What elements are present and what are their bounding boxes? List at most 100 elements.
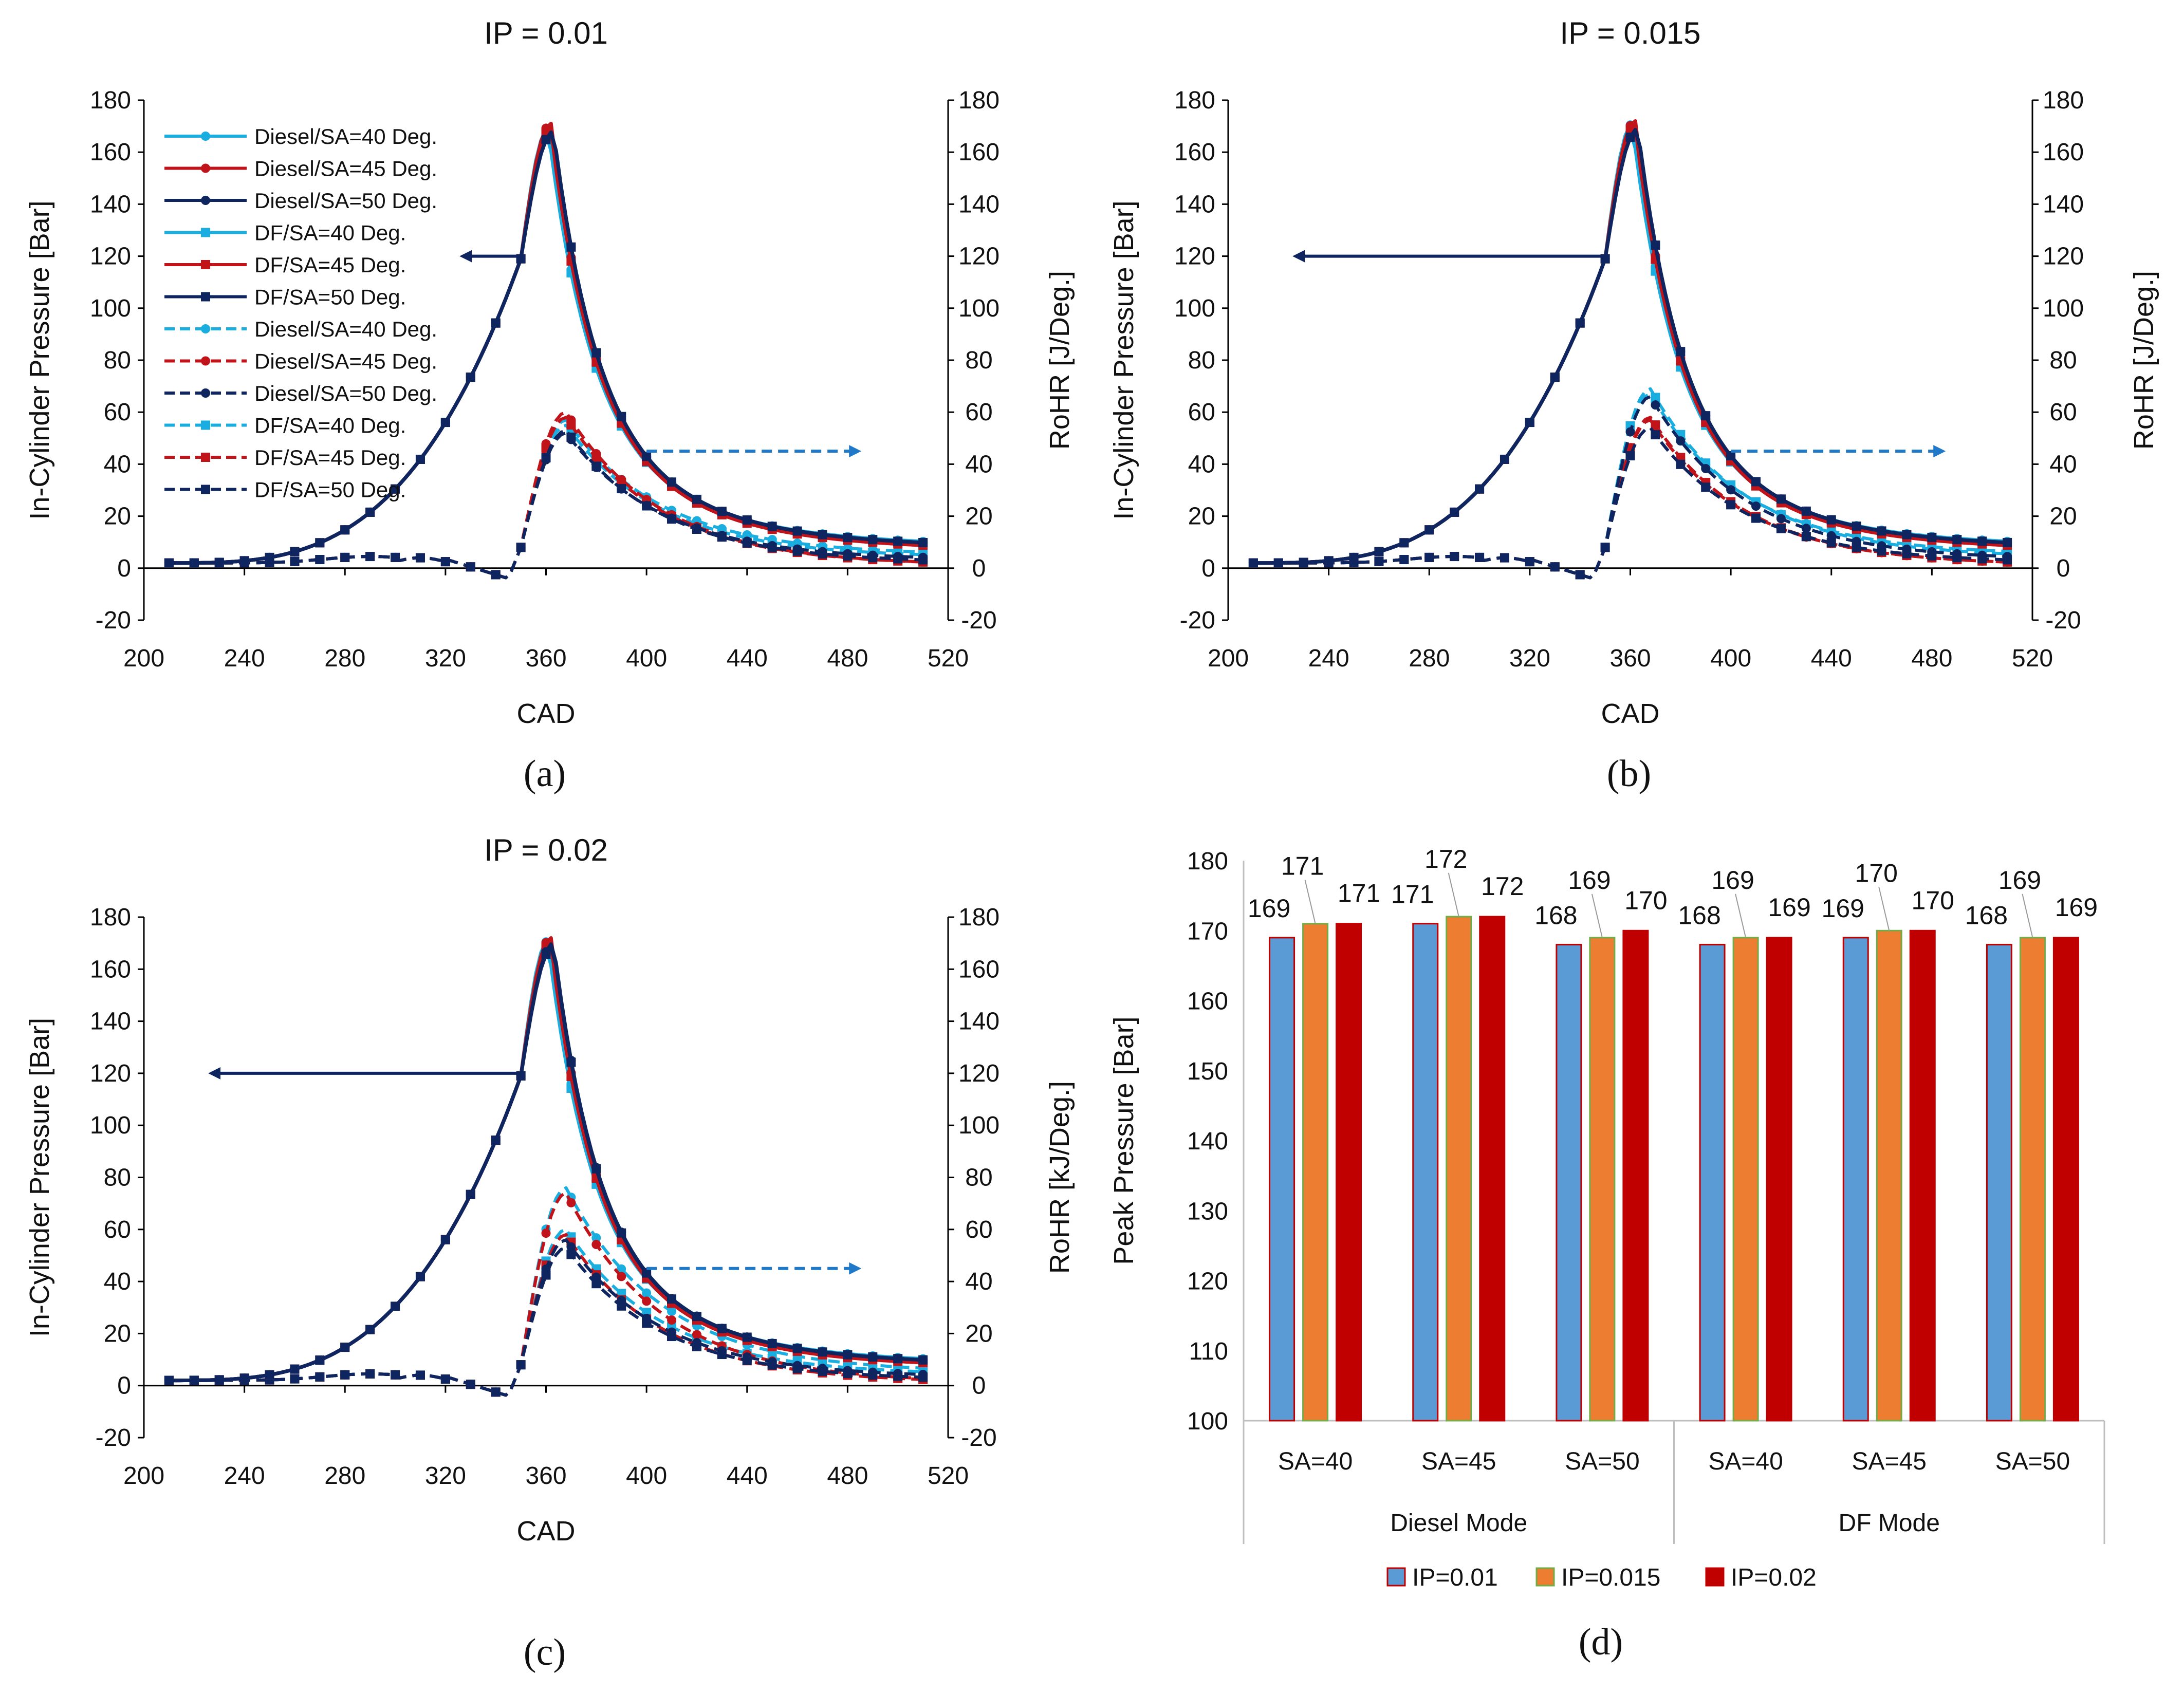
df-sa50-rohr-marker xyxy=(1600,543,1610,552)
df-sa50-pressure-marker xyxy=(391,1301,400,1311)
df-sa50-rohr-marker xyxy=(918,1372,928,1382)
bar-ip-0-01-3 xyxy=(1699,944,1726,1422)
df-sa50-rohr-marker xyxy=(717,1350,727,1360)
data-label-leader xyxy=(2022,894,2033,938)
df-sa50-pressure-marker xyxy=(189,558,199,568)
df-sa50-pressure-marker xyxy=(742,1332,752,1342)
df-sa50-rohr-marker xyxy=(365,1369,375,1379)
y-tick-label: 180 xyxy=(1187,848,1228,875)
y-tick-label: 40 xyxy=(1188,451,1215,478)
x-tick-label: 480 xyxy=(1911,645,1952,672)
y-tick-label: 60 xyxy=(1188,399,1215,426)
y2-tick-label: 0 xyxy=(972,1372,986,1400)
panel-d-peak-pressure-bars: 100 110 120 130 140 150 160 170 180 Peak Pressure… xyxy=(1108,845,2105,1591)
y2-tick-label: 160 xyxy=(958,139,1000,166)
y2-tick-label: 160 xyxy=(958,956,1000,983)
df-sa50-pressure-marker xyxy=(1399,538,1409,548)
df-sa50-rohr-marker xyxy=(818,549,827,559)
legend-entry: Diesel/SA=40 Deg. xyxy=(164,124,437,148)
legend-marker-circle xyxy=(201,356,210,366)
caption-b: (b) xyxy=(1607,753,1651,795)
bar-ip-0-02-0 xyxy=(1336,923,1362,1422)
data-label: 168 xyxy=(1678,901,1720,930)
legend-marker-square xyxy=(201,420,210,430)
df-sa45-pressure-line xyxy=(1253,124,2008,565)
df-sa50-pressure-marker xyxy=(1751,477,1761,487)
y2-tick-label: 80 xyxy=(965,347,992,374)
df-sa50-pressure-marker xyxy=(818,1347,827,1357)
data-label-leader xyxy=(1735,894,1747,938)
df-sa50-rohr-marker xyxy=(868,1370,878,1380)
bar-ip-0-02-2 xyxy=(1622,929,1649,1422)
legend-label: Diesel/SA=50 Deg. xyxy=(254,189,437,213)
legend-entry: Diesel/SA=50 Deg. xyxy=(164,381,437,405)
df-sa50-rohr-marker xyxy=(466,1380,475,1389)
df-sa50-pressure-marker xyxy=(792,1344,802,1353)
df-sa50-pressure-marker xyxy=(767,522,777,531)
df-sa40-pressure-line xyxy=(169,945,923,1383)
y-tick-label: 120 xyxy=(1187,1268,1228,1295)
data-label: 169 xyxy=(1998,866,2041,895)
data-label: 171 xyxy=(1338,879,1380,908)
y-tick-label: 100 xyxy=(90,1112,131,1139)
legend-label: Diesel/SA=45 Deg. xyxy=(254,157,437,181)
caption-d: (d) xyxy=(1579,1621,1623,1663)
diesel-sa50-rohr-marker xyxy=(1676,436,1686,446)
y-tick-label: -20 xyxy=(96,607,131,634)
y2-tick-label: 140 xyxy=(2043,191,2084,218)
y2-tick-label: 180 xyxy=(958,904,1000,931)
legend-label: DF/SA=45 Deg. xyxy=(254,445,406,470)
data-label: 172 xyxy=(1481,872,1524,901)
df-sa50-rohr-marker xyxy=(667,1332,677,1342)
df-sa50-rohr-marker xyxy=(440,1374,450,1384)
df-sa50-rohr-marker xyxy=(767,1360,777,1370)
df-sa50-rohr-marker xyxy=(516,543,526,552)
legend-marker-circle xyxy=(201,132,210,141)
y-axis-label: Peak Pressure [Bar] xyxy=(1108,1016,1139,1264)
x-tick-label: 320 xyxy=(1509,645,1550,672)
legend-marker-circle xyxy=(201,388,210,398)
y-tick-label: 180 xyxy=(1174,87,1215,114)
df-sa50-pressure-marker xyxy=(1877,526,1886,536)
data-label: 169 xyxy=(2055,893,2098,922)
df-sa50-rohr-marker xyxy=(315,1372,325,1382)
y-tick-label: 140 xyxy=(90,191,131,218)
x-tick-label: 400 xyxy=(626,1462,667,1490)
diesel-sa45-pressure-line xyxy=(1253,119,2008,565)
df-sa50-rohr-marker xyxy=(315,555,325,565)
df-sa50-pressure-marker xyxy=(1248,558,1258,568)
y-tick-label: 160 xyxy=(90,139,131,166)
df-sa50-pressure-marker xyxy=(717,1324,727,1333)
df-sa50-rohr-marker xyxy=(617,1301,626,1311)
diesel-sa45-rohr-marker xyxy=(617,1272,626,1281)
df-sa50-rohr-marker xyxy=(1575,570,1585,580)
df-sa50-pressure-marker xyxy=(491,1136,501,1145)
df-sa50-pressure-marker xyxy=(1776,494,1786,504)
y-tick-label: 60 xyxy=(104,1216,131,1243)
df-sa50-pressure-marker xyxy=(239,1373,249,1383)
x-tick-label: 360 xyxy=(525,1462,566,1490)
y-tick-label: 150 xyxy=(1187,1058,1228,1085)
df-sa50-pressure-marker xyxy=(189,1375,199,1385)
category-label: SA=45 xyxy=(1421,1448,1496,1475)
df-sa50-pressure-marker xyxy=(1801,506,1811,516)
df-sa50-rohr-marker xyxy=(1374,556,1384,566)
y2-tick-label: 60 xyxy=(965,1216,992,1243)
df-sa50-pressure-marker xyxy=(541,950,551,959)
df-sa50-rohr-marker xyxy=(466,562,475,572)
y-tick-label: 120 xyxy=(90,1060,131,1087)
legend-entry: Diesel/SA=45 Deg. xyxy=(164,349,437,374)
df-sa40-rohr-line xyxy=(1253,387,2008,580)
df-sa50-rohr-marker xyxy=(1450,552,1459,562)
data-label: 171 xyxy=(1281,852,1324,881)
df-sa50-pressure-marker xyxy=(214,1375,224,1385)
y-axis-label: In-Cylinder Pressure [Bar] xyxy=(1108,200,1139,519)
data-label: 170 xyxy=(1624,886,1667,915)
caption-a: (a) xyxy=(524,753,566,795)
df-sa50-rohr-marker xyxy=(516,1360,526,1370)
df-sa50-pressure-marker xyxy=(1701,411,1711,421)
data-label: 168 xyxy=(1534,901,1577,930)
y2-tick-label: 180 xyxy=(958,87,1000,114)
chart-title: IP = 0.02 xyxy=(484,833,608,867)
df-sa50-rohr-marker xyxy=(642,501,652,511)
